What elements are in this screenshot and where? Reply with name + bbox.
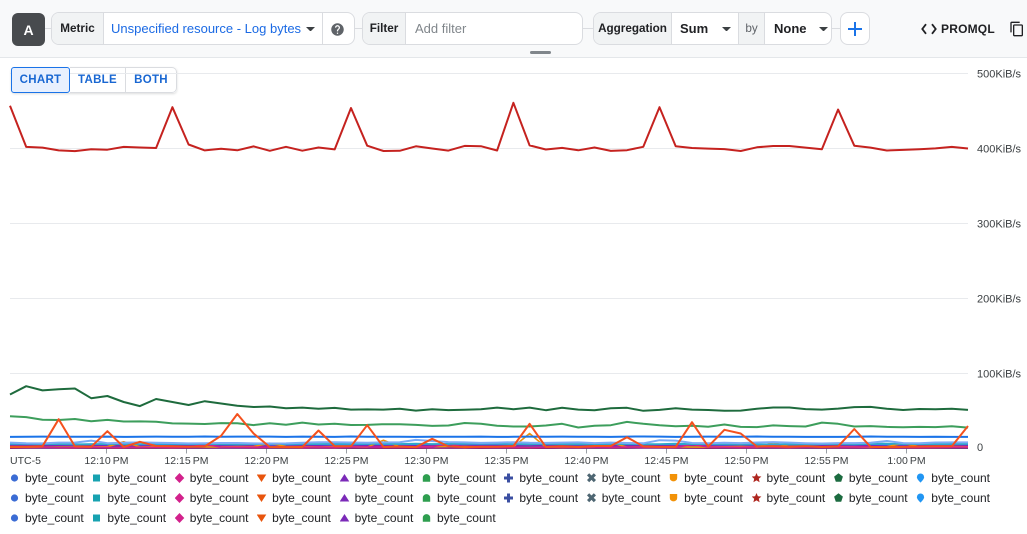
svg-text:200KiB/s: 200KiB/s bbox=[977, 294, 1022, 306]
svg-text:500KiB/s: 500KiB/s bbox=[977, 69, 1022, 81]
svg-text:12:20 PM: 12:20 PM bbox=[244, 455, 288, 467]
svg-text:12:35 PM: 12:35 PM bbox=[484, 455, 528, 467]
svg-text:12:30 PM: 12:30 PM bbox=[404, 455, 448, 467]
svg-text:12:10 PM: 12:10 PM bbox=[84, 455, 128, 467]
svg-text:UTC-5: UTC-5 bbox=[10, 455, 41, 467]
svg-text:12:45 PM: 12:45 PM bbox=[644, 455, 688, 467]
svg-text:12:55 PM: 12:55 PM bbox=[804, 455, 848, 467]
svg-text:0: 0 bbox=[977, 442, 983, 454]
svg-text:12:50 PM: 12:50 PM bbox=[724, 455, 768, 467]
svg-text:12:40 PM: 12:40 PM bbox=[564, 455, 608, 467]
svg-text:100KiB/s: 100KiB/s bbox=[977, 369, 1022, 381]
svg-text:400KiB/s: 400KiB/s bbox=[977, 144, 1022, 156]
svg-text:12:25 PM: 12:25 PM bbox=[324, 455, 368, 467]
svg-text:300KiB/s: 300KiB/s bbox=[977, 219, 1022, 231]
svg-text:1:00 PM: 1:00 PM bbox=[887, 455, 925, 467]
svg-text:12:15 PM: 12:15 PM bbox=[164, 455, 208, 467]
